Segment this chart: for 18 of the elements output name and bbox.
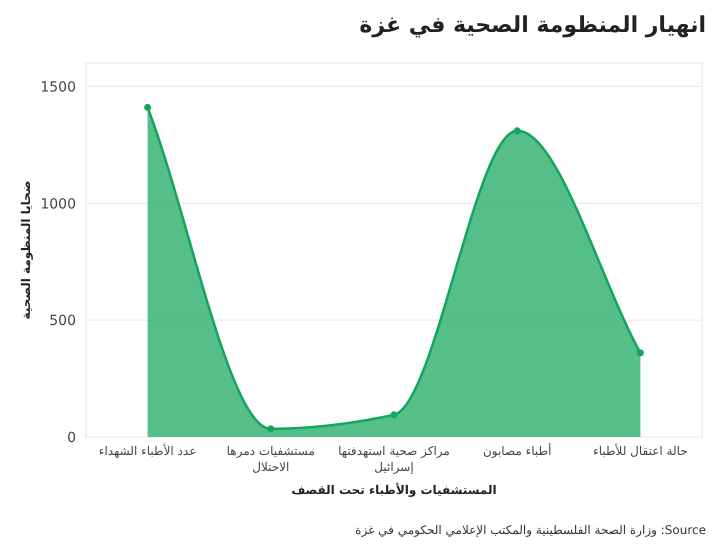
- y-tick-label: 1000: [40, 196, 76, 212]
- y-tick-label: 1500: [40, 79, 76, 96]
- y-tick-label: 0: [67, 430, 76, 446]
- point: [267, 425, 274, 432]
- point: [144, 104, 152, 111]
- y-tick-label: 500: [49, 313, 76, 330]
- point: [514, 127, 521, 134]
- x-tick-label: مستشفيات دمرها الاحتلال: [226, 444, 315, 474]
- y-axis-title: ضحايا المنظومة الصحية: [19, 180, 33, 320]
- x-tick-label: أطباء مصابون: [482, 443, 552, 458]
- chart-title: انهيار المنظومة الصحية في غزة: [359, 13, 706, 38]
- x-tick-label: عدد الأطباء الشهداء: [98, 443, 196, 458]
- source-note: Source: وزارة الصحة الفلسطينية والمكتب الإعلامي الحكومي في غزة: [355, 523, 706, 537]
- x-tick-label: مراكز صحية استهدفتها إسرائيل: [338, 444, 450, 474]
- x-axis-title: المستشفيات والأطباء تحت القصف: [291, 482, 497, 497]
- point: [636, 349, 644, 356]
- x-tick-label: حالة اعتقال للأطباء: [593, 443, 688, 458]
- point: [390, 411, 398, 418]
